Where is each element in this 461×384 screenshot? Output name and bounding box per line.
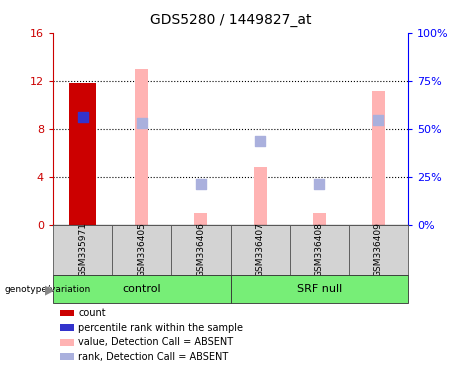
Text: ▶: ▶ xyxy=(45,283,54,296)
Text: SRF null: SRF null xyxy=(296,284,342,294)
Bar xyxy=(230,275,408,303)
Point xyxy=(375,117,382,123)
Text: GSM335971: GSM335971 xyxy=(78,222,87,277)
Point xyxy=(79,114,86,120)
Bar xyxy=(254,167,266,225)
Point xyxy=(256,137,264,144)
Bar xyxy=(69,83,96,225)
Bar xyxy=(112,225,171,275)
Bar xyxy=(349,225,408,275)
Text: percentile rank within the sample: percentile rank within the sample xyxy=(78,323,243,333)
Text: genotype/variation: genotype/variation xyxy=(5,285,91,295)
Text: GSM336408: GSM336408 xyxy=(315,222,324,277)
Text: GSM336405: GSM336405 xyxy=(137,222,146,277)
Bar xyxy=(372,91,385,225)
Text: control: control xyxy=(123,284,161,294)
Point xyxy=(138,119,145,126)
Bar xyxy=(171,225,230,275)
Bar xyxy=(290,225,349,275)
Bar xyxy=(135,69,148,225)
Bar xyxy=(53,225,112,275)
Text: GSM336407: GSM336407 xyxy=(255,222,265,277)
Text: GSM336409: GSM336409 xyxy=(374,222,383,277)
Bar xyxy=(195,213,207,225)
Bar xyxy=(53,275,230,303)
Point xyxy=(197,181,205,187)
Bar xyxy=(230,225,290,275)
Text: value, Detection Call = ABSENT: value, Detection Call = ABSENT xyxy=(78,337,233,347)
Bar xyxy=(313,213,326,225)
Point xyxy=(315,181,323,187)
Text: GSM336406: GSM336406 xyxy=(196,222,206,277)
Text: rank, Detection Call = ABSENT: rank, Detection Call = ABSENT xyxy=(78,352,229,362)
Text: GDS5280 / 1449827_at: GDS5280 / 1449827_at xyxy=(150,13,311,27)
Text: count: count xyxy=(78,308,106,318)
